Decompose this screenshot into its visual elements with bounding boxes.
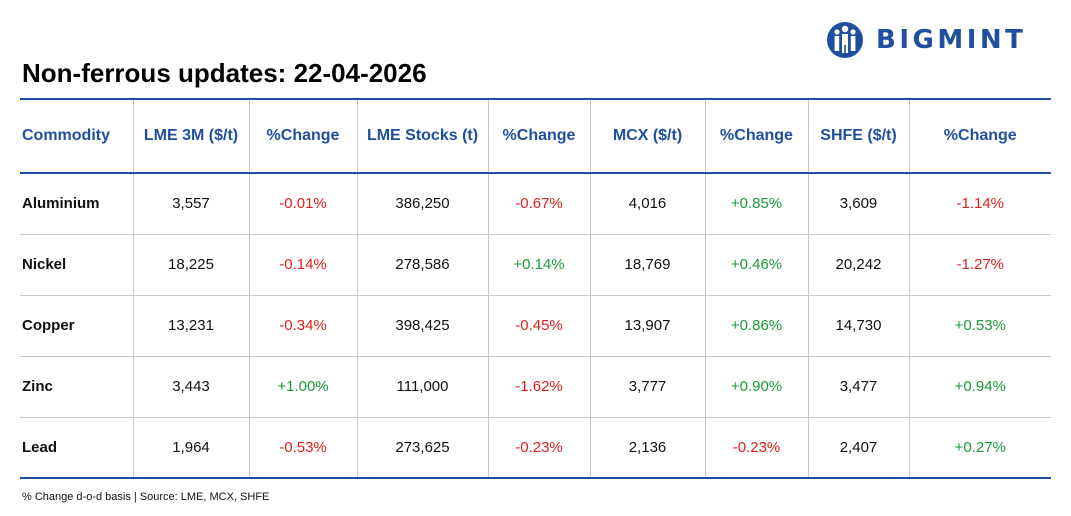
mcx-cell: 2,136: [590, 417, 706, 479]
column-header-mcx-change: %Change: [705, 99, 809, 173]
column-header-shfe-change: %Change: [943, 127, 1017, 144]
commodity-cell: Lead: [20, 417, 134, 479]
table-row: Nickel 18,225 -0.14% 278,586 +0.14% 18,7…: [20, 234, 1051, 296]
footnote-source: % Change d-o-d basis | Source: LME, MCX,…: [22, 491, 270, 503]
table-row: Aluminium 3,557 -0.01% 386,250 -0.67% 4,…: [20, 173, 1051, 235]
lme-3m-cell: 13,231: [133, 295, 250, 357]
lme-3m-change-cell: +1.00%: [249, 356, 358, 418]
brand-name: BIGMINT: [876, 25, 1027, 55]
lme-3m-cell: 3,557: [133, 173, 250, 235]
table-row: Lead 1,964 -0.53% 273,625 -0.23% 2,136 -…: [20, 417, 1051, 479]
mcx-cell: 3,777: [590, 356, 706, 418]
shfe-change-cell: +0.27%: [909, 417, 1051, 479]
mcx-change-cell: +0.90%: [705, 356, 809, 418]
bigmint-emblem-icon: [827, 22, 863, 58]
lme-stocks-change-cell: +0.14%: [488, 234, 591, 296]
column-header-shfe: SHFE ($/t): [808, 99, 910, 173]
lme-stocks-change-cell: -0.23%: [488, 417, 591, 479]
lme-3m-cell: 18,225: [133, 234, 250, 296]
commodity-cell: Zinc: [20, 356, 134, 418]
column-header-commodity: Commodity: [20, 99, 134, 173]
brand-logo: BIGMINT: [826, 21, 1026, 59]
column-header-mcx: MCX ($/t): [590, 99, 706, 173]
lme-stocks-change-cell: -1.62%: [488, 356, 591, 418]
lme-stocks-cell: 278,586: [357, 234, 489, 296]
mcx-change-cell: -0.23%: [705, 417, 809, 479]
lme-3m-change-cell: -0.53%: [249, 417, 358, 479]
column-header-lme-stocks-change: %Change: [488, 99, 591, 173]
mcx-change-cell: +0.85%: [705, 173, 809, 235]
lme-3m-cell: 1,964: [133, 417, 250, 479]
mcx-cell: 13,907: [590, 295, 706, 357]
commodity-cell: Aluminium: [20, 173, 134, 235]
shfe-cell: 14,730: [808, 295, 910, 357]
shfe-change-cell: +0.53%: [909, 295, 1051, 357]
shfe-cell: 3,609: [808, 173, 910, 235]
column-header-lme-stocks: LME Stocks (t): [357, 99, 489, 173]
shfe-change-cell: -1.27%: [909, 234, 1051, 296]
mcx-cell: 4,016: [590, 173, 706, 235]
shfe-change-cell: +0.94%: [909, 356, 1051, 418]
mcx-cell: 18,769: [590, 234, 706, 296]
commodity-cell: Nickel: [20, 234, 134, 296]
table-row: Zinc 3,443 +1.00% 111,000 -1.62% 3,777 +…: [20, 356, 1051, 418]
shfe-cell: 20,242: [808, 234, 910, 296]
commodity-cell: Copper: [20, 295, 134, 357]
shfe-cell: 3,477: [808, 356, 910, 418]
column-header-lme-3m-change: %Change: [249, 99, 358, 173]
shfe-change-cell: -1.14%: [909, 173, 1051, 235]
lme-stocks-cell: 273,625: [357, 417, 489, 479]
column-header-lme-3m: LME 3M ($/t): [133, 99, 250, 173]
shfe-cell: 2,407: [808, 417, 910, 479]
lme-stocks-change-cell: -0.67%: [488, 173, 591, 235]
lme-stocks-cell: 386,250: [357, 173, 489, 235]
mcx-change-cell: +0.46%: [705, 234, 809, 296]
lme-3m-change-cell: -0.34%: [249, 295, 358, 357]
mcx-change-cell: +0.86%: [705, 295, 809, 357]
table-row: Copper 13,231 -0.34% 398,425 -0.45% 13,9…: [20, 295, 1051, 357]
page-title: Non-ferrous updates: 22-04-2026: [22, 58, 427, 88]
lme-stocks-change-cell: -0.45%: [488, 295, 591, 357]
lme-3m-change-cell: -0.14%: [249, 234, 358, 296]
table-header-row: Commodity LME 3M ($/t) %Change LME Stock…: [20, 99, 1051, 173]
lme-3m-cell: 3,443: [133, 356, 250, 418]
non-ferrous-table: Commodity LME 3M ($/t) %Change LME Stock…: [20, 98, 1051, 479]
lme-stocks-cell: 398,425: [357, 295, 489, 357]
lme-3m-change-cell: -0.01%: [249, 173, 358, 235]
lme-stocks-cell: 111,000: [357, 356, 489, 418]
